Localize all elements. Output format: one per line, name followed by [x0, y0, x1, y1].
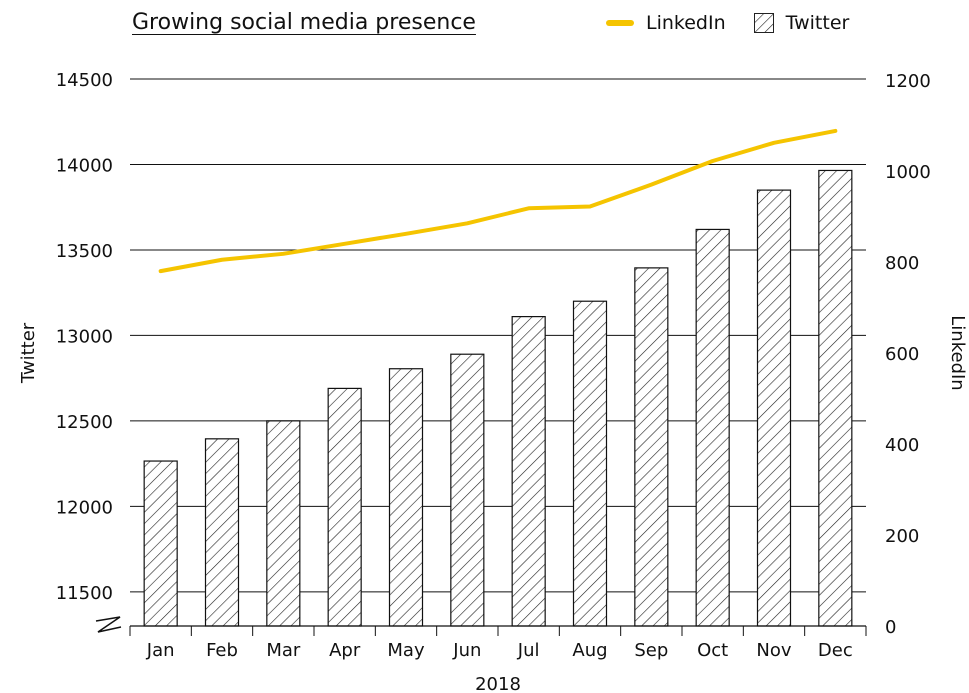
y-left-tick-label: 12500 — [56, 412, 113, 433]
x-tick-label: Sep — [634, 640, 668, 661]
twitter-bar — [818, 169, 853, 627]
twitter-bar — [511, 316, 546, 627]
chart-title: Growing social media presence — [132, 10, 476, 35]
x-tick-label: Feb — [206, 640, 238, 661]
y-left-tick-label: 12000 — [56, 497, 113, 518]
x-tick-label: Apr — [329, 640, 361, 661]
twitter-bars — [143, 169, 853, 627]
linkedin-line — [158, 128, 838, 274]
linkedin-line-layer — [158, 128, 838, 274]
y-right-tick-label: 1200 — [885, 71, 931, 92]
twitter-bar — [450, 353, 485, 627]
legend-twitter-label: Twitter — [785, 12, 850, 34]
legend-twitter-swatch — [753, 13, 774, 33]
twitter-bar — [327, 387, 362, 627]
y-left-axis-label: Twitter — [18, 322, 39, 384]
x-tick-label: Aug — [572, 640, 607, 661]
y-left-tick-label: 14000 — [56, 155, 113, 176]
twitter-bar — [695, 228, 730, 627]
x-tick-label: Jun — [452, 640, 481, 661]
x-axis-label: 2018 — [475, 674, 521, 693]
y-right-tick-label: 0 — [885, 617, 896, 638]
twitter-bar — [388, 368, 424, 627]
axis-break-icon — [95, 616, 122, 633]
twitter-bar — [634, 267, 669, 627]
twitter-bar — [572, 300, 608, 627]
y-left-tick-label: 13000 — [56, 326, 113, 347]
x-tick-label: Mar — [266, 640, 301, 661]
legend-linkedin-label: LinkedIn — [646, 12, 726, 34]
twitter-bar — [204, 438, 240, 627]
y-right-axis-label: LinkedIn — [947, 315, 968, 390]
y-left-tick-label: 13500 — [56, 241, 113, 262]
twitter-bar — [143, 460, 178, 627]
legend: LinkedIn Twitter — [606, 12, 849, 34]
twitter-bar — [756, 189, 792, 627]
y-right-tick-label: 800 — [885, 253, 919, 274]
legend-linkedin-swatch — [606, 20, 634, 26]
y-right-tick-label: 400 — [885, 435, 919, 456]
twitter-bar — [266, 420, 301, 627]
y-left-tick-label: 14500 — [56, 70, 113, 91]
x-tick-label: Jul — [517, 640, 540, 661]
y-left-tick-label: 11500 — [56, 583, 113, 604]
gridlines — [130, 78, 866, 593]
x-tick-label: Dec — [818, 640, 853, 661]
x-tick-label: Nov — [756, 640, 791, 661]
y-right-tick-label: 600 — [885, 344, 919, 365]
x-tick-label: Jan — [146, 640, 175, 661]
y-right-tick-label: 1000 — [885, 162, 931, 183]
x-tick-label: Oct — [697, 640, 728, 661]
axis-labels: 11500 12000 12500 13000 13500 14000 14500 0 200 4… — [18, 70, 968, 693]
y-right-tick-label: 200 — [885, 526, 919, 547]
x-tick-label: May — [387, 640, 425, 661]
axes — [95, 616, 867, 636]
